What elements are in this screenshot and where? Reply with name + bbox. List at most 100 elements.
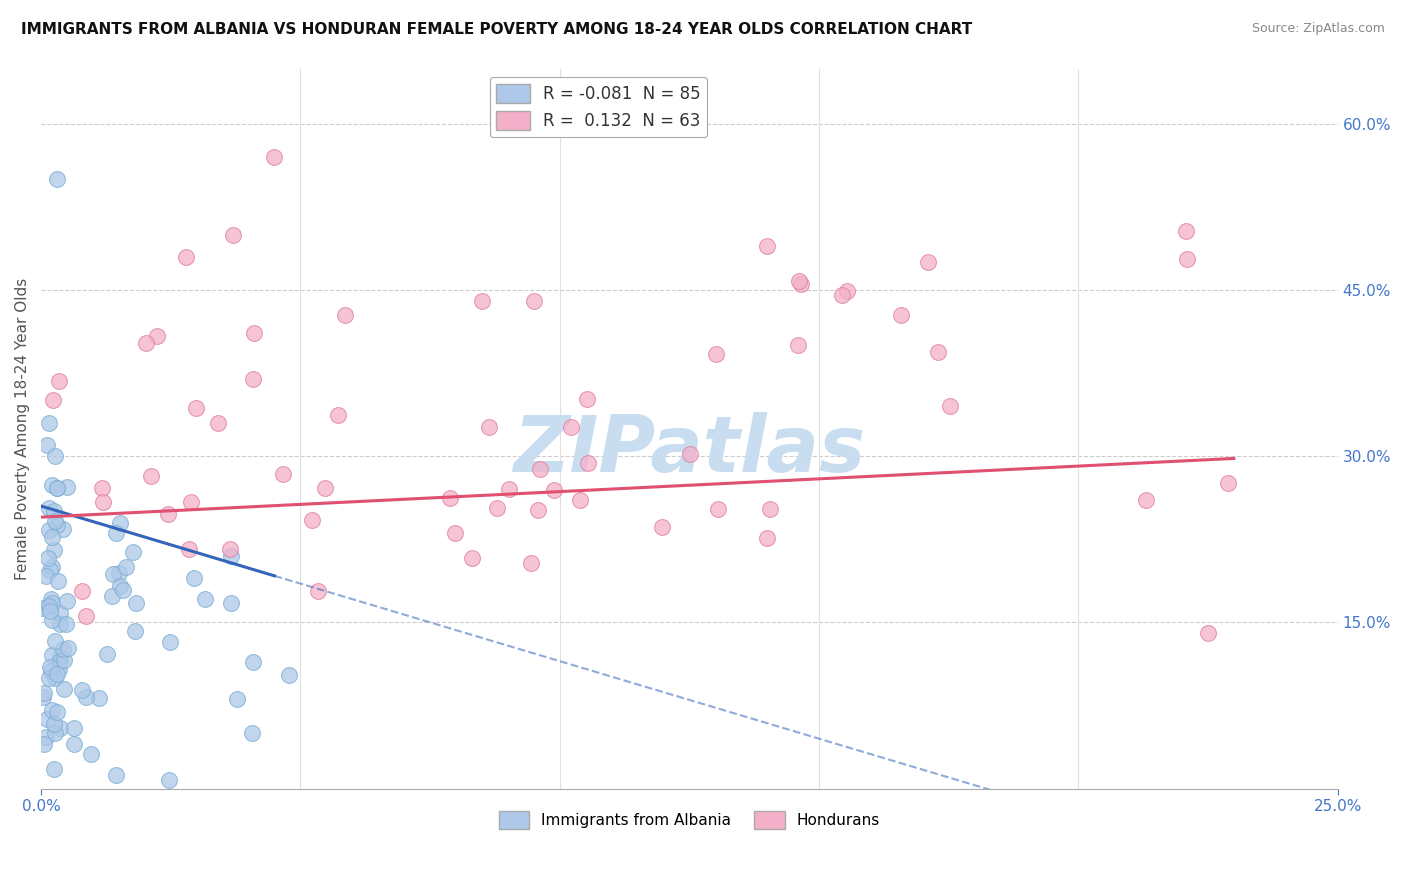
Point [139,469,162,483]
Point [51,642,73,657]
Point [58,640,80,655]
Point [42,716,65,731]
Point [222,227,245,242]
Point [39,604,62,618]
Point [39,591,62,606]
Point [439,491,461,505]
Point [70,683,93,698]
Point [55,616,77,631]
Point [31,690,53,705]
Point [486,501,509,516]
Point [568,493,591,508]
Point [52,522,75,536]
Point [48,374,70,388]
Point [104,526,127,541]
Point [37,550,59,565]
Point [32,601,55,615]
Point [45,705,67,719]
Point [46,481,69,495]
Point [835,284,858,298]
Point [756,239,779,253]
Point [70,584,93,599]
Point [75,690,97,705]
Point [301,512,323,526]
Legend: Immigrants from Albania, Hondurans: Immigrants from Albania, Hondurans [492,805,886,835]
Point [523,294,546,309]
Point [790,277,813,291]
Point [41,596,63,610]
Point [35,569,58,583]
Point [277,668,299,682]
Point [927,344,949,359]
Point [307,584,329,599]
Point [48,662,70,676]
Point [49,722,72,736]
Point [49,606,72,620]
Point [226,691,249,706]
Point [704,347,727,361]
Point [96,647,118,661]
Point [38,671,60,685]
Y-axis label: Female Poverty Among 18-24 Year Olds: Female Poverty Among 18-24 Year Olds [15,277,30,580]
Point [42,392,65,407]
Point [707,502,730,516]
Point [219,542,242,557]
Point [326,408,349,422]
Point [62,721,84,735]
Point [46,666,69,681]
Point [242,371,264,385]
Point [176,250,198,264]
Point [38,523,60,537]
Point [156,507,179,521]
Point [939,399,962,413]
Point [89,691,111,706]
Point [461,550,484,565]
Point [53,681,76,696]
Point [44,449,66,463]
Point [679,447,702,461]
Text: Source: ZipAtlas.com: Source: ZipAtlas.com [1251,22,1385,36]
Point [1175,224,1198,238]
Point [34,730,56,744]
Point [756,531,779,545]
Point [41,559,63,574]
Point [242,326,264,340]
Point [75,609,97,624]
Point [263,150,285,164]
Point [575,392,598,406]
Point [91,495,114,509]
Point [39,563,62,577]
Point [90,481,112,495]
Text: ZIPatlas: ZIPatlas [513,412,866,488]
Point [890,308,912,322]
Point [112,583,135,598]
Point [125,596,148,610]
Point [42,763,65,777]
Point [35,712,58,726]
Point [314,482,336,496]
Point [526,503,548,517]
Point [1197,626,1219,640]
Point [46,574,69,588]
Point [159,635,181,649]
Point [759,502,782,516]
Point [41,530,63,544]
Point [560,419,582,434]
Point [242,725,264,739]
Point [221,596,243,610]
Point [1216,475,1239,490]
Point [108,516,131,530]
Point [41,664,63,678]
Point [80,747,103,762]
Point [651,520,673,534]
Point [186,401,208,415]
Point [1135,492,1157,507]
Point [219,549,242,563]
Point [787,337,810,351]
Point [333,308,356,322]
Point [157,773,180,788]
Point [104,767,127,781]
Point [520,556,543,570]
Point [177,541,200,556]
Point [478,419,501,434]
